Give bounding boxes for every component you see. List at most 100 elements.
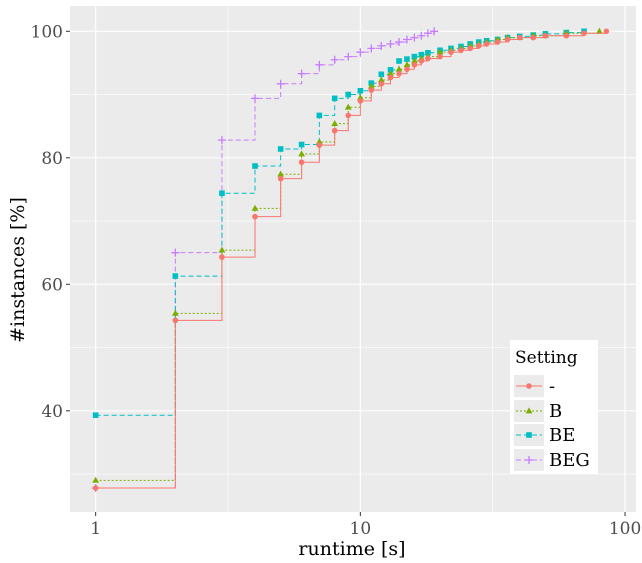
y-axis: 40 60 80 100 (31, 22, 63, 422)
data-point (437, 53, 443, 60)
data-point (315, 138, 323, 145)
data-point (378, 71, 385, 78)
data-point (316, 112, 323, 119)
data-point (423, 29, 432, 38)
data-point (171, 248, 180, 257)
data-point (344, 52, 353, 61)
data-point (92, 485, 99, 491)
data-point (218, 246, 226, 253)
data-point (367, 82, 375, 89)
data-point (387, 74, 394, 81)
minor-gridlines (70, 6, 636, 512)
data-point (276, 79, 285, 88)
data-point (252, 163, 258, 169)
legend-title: Setting (515, 348, 578, 368)
data-point (387, 67, 394, 73)
series-layer (91, 27, 610, 492)
data-point (404, 56, 410, 62)
data-point (330, 55, 339, 64)
x-tick-label: 1 (90, 519, 101, 539)
legend-label: BE (549, 425, 575, 446)
data-point (563, 32, 570, 39)
data-point (251, 204, 259, 211)
data-point (92, 476, 100, 483)
data-point (425, 50, 431, 56)
data-point (411, 53, 418, 60)
data-point (345, 112, 352, 119)
x-axis-title: runtime [s] (298, 538, 405, 560)
legend: Setting - B BE BEG (510, 340, 598, 474)
data-point (377, 41, 386, 50)
data-point (357, 98, 364, 104)
data-point (367, 44, 376, 53)
data-point (368, 87, 375, 93)
data-point (467, 45, 473, 52)
x-axis: 1 10 100 (90, 519, 641, 539)
legend-key-marker (526, 383, 532, 389)
y-tick-label: 40 (41, 402, 63, 422)
series-default (92, 28, 610, 491)
x-tick-label: 100 (609, 519, 641, 539)
data-point (530, 34, 537, 41)
data-point (430, 27, 439, 36)
data-point (418, 51, 425, 58)
data-point (387, 70, 394, 77)
data-point (418, 58, 425, 64)
data-point (483, 41, 490, 47)
legend-keys (514, 375, 544, 471)
data-point (396, 70, 402, 77)
data-point (331, 95, 338, 102)
data-point (298, 141, 305, 148)
data-point (494, 39, 501, 45)
data-point (386, 39, 395, 48)
data-point (251, 94, 260, 103)
legend-key-marker (525, 407, 533, 414)
data-point (402, 35, 411, 44)
data-point (277, 175, 284, 182)
series-beg (91, 27, 439, 492)
data-point (395, 38, 404, 47)
y-tick-label: 80 (41, 149, 63, 169)
data-point (475, 43, 482, 49)
data-point (356, 94, 364, 101)
data-point (448, 49, 454, 55)
data-point (411, 62, 418, 68)
data-point (417, 31, 426, 40)
data-point (410, 57, 418, 64)
legend-key-marker (525, 456, 533, 464)
data-point (395, 65, 403, 72)
tick-marks (66, 30, 626, 516)
data-point (316, 142, 323, 148)
data-point (344, 103, 352, 110)
legend-key-marker (526, 432, 532, 438)
data-point (377, 76, 385, 83)
data-point (404, 66, 410, 73)
legend-label: B (549, 401, 562, 422)
data-point (219, 254, 225, 260)
data-point (425, 55, 431, 62)
data-point (378, 80, 385, 87)
data-point (298, 150, 306, 157)
y-tick-label: 100 (31, 22, 63, 42)
data-point (516, 34, 523, 41)
data-point (396, 58, 402, 64)
data-point (331, 127, 338, 134)
data-point (331, 120, 339, 127)
data-point (252, 213, 258, 220)
data-point (410, 33, 419, 42)
data-point (219, 190, 225, 197)
data-point (542, 32, 549, 39)
data-point (298, 159, 305, 166)
legend-label: - (549, 376, 555, 397)
data-point (345, 91, 352, 98)
data-point (171, 309, 179, 316)
data-point (436, 48, 444, 55)
data-point (357, 87, 364, 94)
data-point (277, 170, 285, 177)
data-point (581, 30, 587, 36)
data-point (603, 28, 610, 35)
data-point (172, 273, 179, 279)
y-tick-label: 60 (41, 275, 63, 295)
data-point (297, 69, 306, 78)
